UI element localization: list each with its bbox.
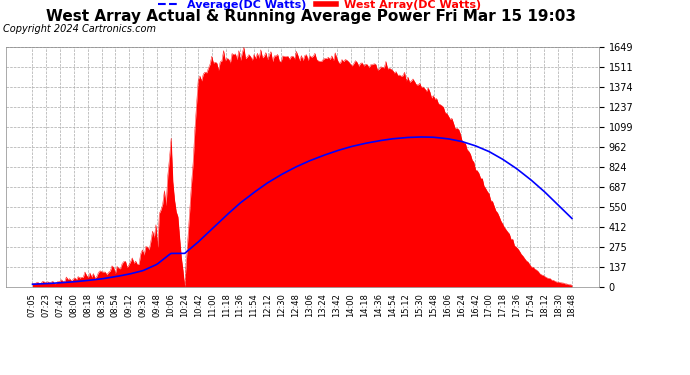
Text: West Array Actual & Running Average Power Fri Mar 15 19:03: West Array Actual & Running Average Powe… bbox=[46, 9, 575, 24]
Text: Copyright 2024 Cartronics.com: Copyright 2024 Cartronics.com bbox=[3, 24, 157, 34]
Legend: Average(DC Watts), West Array(DC Watts): Average(DC Watts), West Array(DC Watts) bbox=[159, 0, 482, 10]
